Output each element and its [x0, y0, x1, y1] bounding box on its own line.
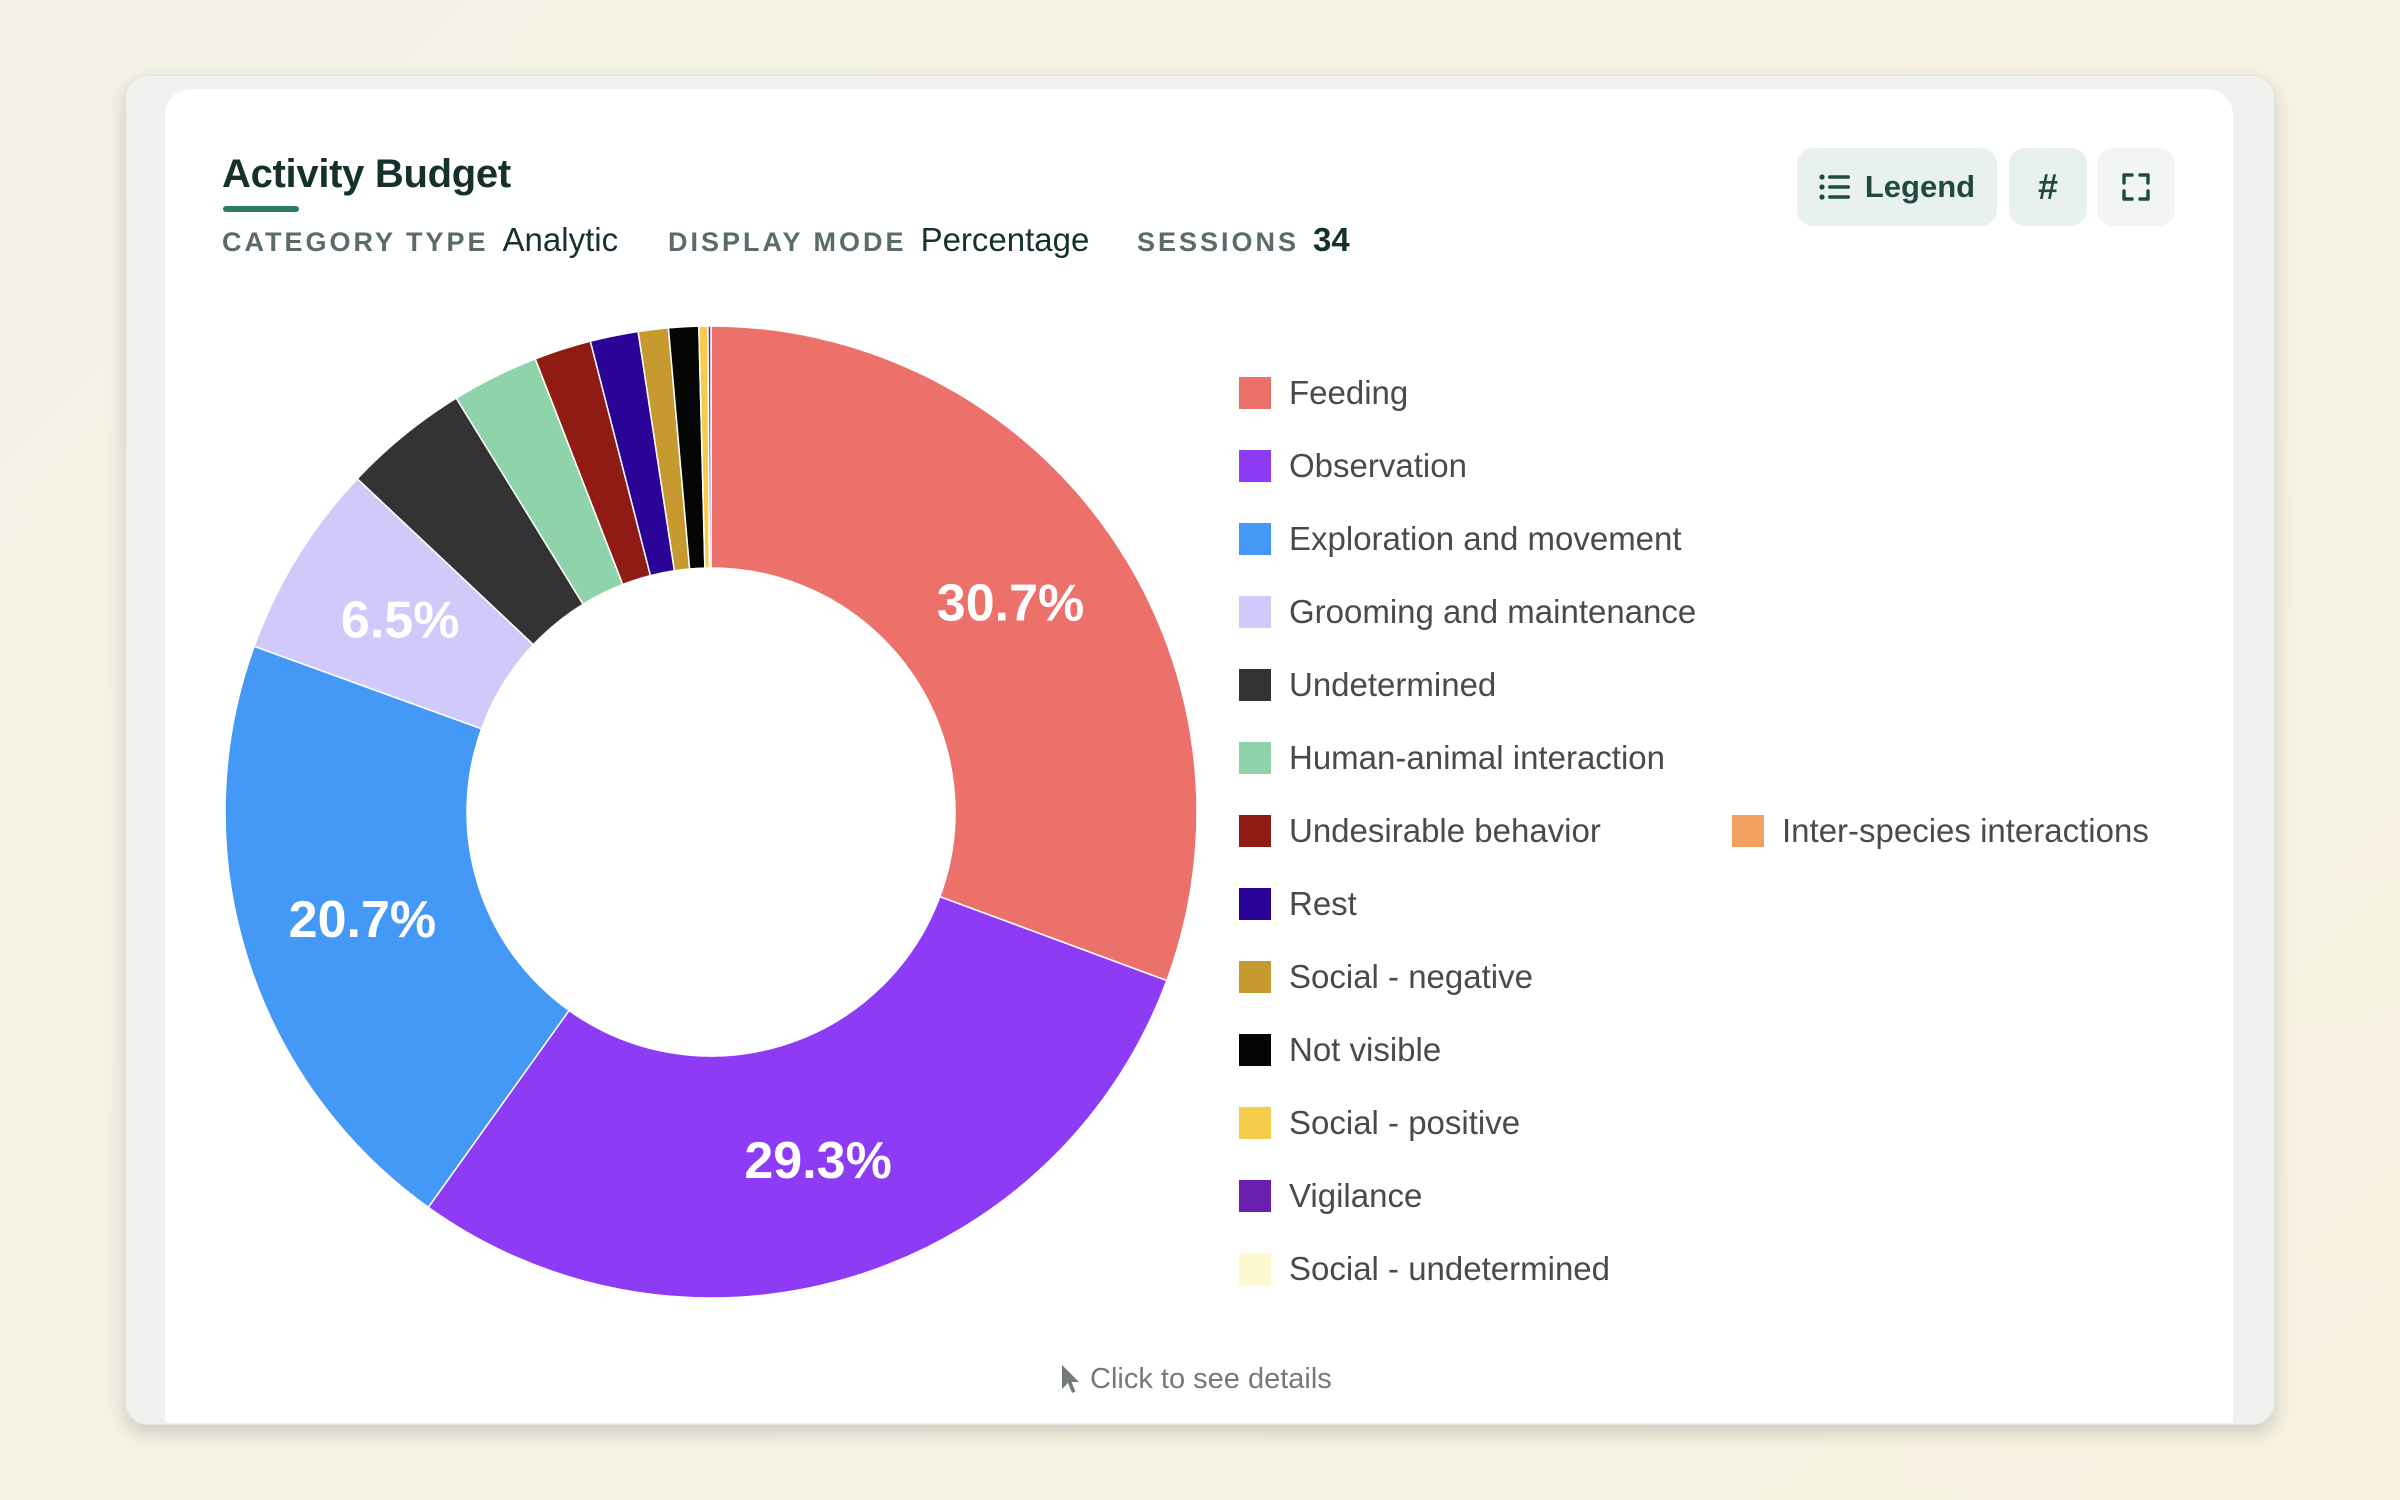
legend-swatch [1239, 450, 1271, 482]
activity-budget-card: Activity Budget CATEGORY TYPE Analytic D… [165, 89, 2233, 1423]
meta-sessions: SESSIONS 34 [1137, 221, 1350, 265]
legend-swatch [1239, 1034, 1271, 1066]
legend-label: Vigilance [1289, 1177, 1423, 1214]
legend-swatch [1239, 669, 1271, 701]
slice-label-grooming-and-maintenance: 6.5% [341, 592, 460, 650]
legend-label: Undesirable behavior [1289, 812, 1601, 849]
legend-item-social-positive[interactable]: Social - positive [1239, 1103, 1520, 1143]
legend-item-inter-species-interactions[interactable]: Inter-species interactions [1732, 811, 2149, 851]
legend-item-vigilance[interactable]: Vigilance [1239, 1176, 1422, 1216]
legend-item-observation[interactable]: Observation [1239, 446, 1467, 486]
legend-item-exploration-and-movement[interactable]: Exploration and movement [1239, 519, 1682, 559]
title-underline [223, 206, 299, 212]
legend-label: Social - positive [1289, 1104, 1521, 1141]
legend-label: Social - negative [1289, 958, 1533, 995]
legend-item-social-negative[interactable]: Social - negative [1239, 957, 1533, 997]
list-icon [1819, 174, 1850, 200]
legend-label: Exploration and movement [1289, 520, 1682, 557]
legend-swatch [1239, 377, 1271, 409]
legend-item-human-animal-interaction[interactable]: Human-animal interaction [1239, 738, 1665, 778]
legend-label: Not visible [1289, 1031, 1442, 1068]
legend-item-not-visible[interactable]: Not visible [1239, 1030, 1441, 1070]
category-type-label: CATEGORY TYPE [222, 227, 489, 257]
legend-label: Inter-species interactions [1782, 812, 2149, 849]
legend-swatch [1732, 815, 1764, 847]
legend-swatch [1239, 1253, 1271, 1285]
slice-label-exploration-and-movement: 20.7% [289, 891, 436, 949]
cursor-pointer-icon [1062, 1365, 1079, 1393]
meta-display-mode: DISPLAY MODE Percentage [668, 221, 1089, 265]
legend-button-label: Legend [1864, 169, 1976, 204]
display-mode-value: Percentage [920, 221, 1090, 258]
legend-swatch [1239, 1107, 1271, 1139]
legend-swatch [1239, 961, 1271, 993]
legend-swatch [1239, 523, 1271, 555]
legend-label: Social - undetermined [1289, 1250, 1611, 1287]
display-mode-label: DISPLAY MODE [668, 227, 907, 257]
legend-item-grooming-and-maintenance[interactable]: Grooming and maintenance [1239, 592, 1696, 632]
legend-swatch [1239, 1180, 1271, 1212]
legend-swatch [1239, 596, 1271, 628]
legend-label: Observation [1289, 447, 1467, 484]
card-title: Activity Budget [222, 152, 511, 196]
legend-item-undesirable-behavior[interactable]: Undesirable behavior [1239, 811, 1601, 851]
slice-vigilance[interactable] [707, 325, 712, 569]
sessions-label: SESSIONS [1137, 227, 1300, 257]
legend-label: Feeding [1289, 374, 1409, 411]
legend-label: Human-animal interaction [1289, 739, 1666, 776]
donut-chart[interactable]: 30.7% 29.3% 20.7% 6.5% [165, 89, 1315, 1329]
hint-text: Click to see details [1090, 1362, 1332, 1395]
legend-swatch [1239, 815, 1271, 847]
legend-toggle-button[interactable]: Legend [1797, 148, 1997, 226]
legend-label: Undetermined [1289, 666, 1497, 703]
sessions-value: 34 [1313, 221, 1350, 258]
legend-item-rest[interactable]: Rest [1239, 884, 1357, 924]
legend-label: Rest [1289, 885, 1357, 922]
legend-swatch [1239, 888, 1271, 920]
slice-observation[interactable] [427, 895, 1168, 1299]
legend-item-undetermined[interactable]: Undetermined [1239, 665, 1496, 705]
details-hint: Click to see details [1060, 1359, 1332, 1399]
hash-label: # [2037, 166, 2059, 207]
slice-feeding[interactable] [710, 325, 1198, 982]
slice-exploration-and-movement[interactable] [224, 645, 571, 1209]
category-type-value: Analytic [502, 221, 619, 258]
legend-swatch [1239, 742, 1271, 774]
counts-toggle-button[interactable]: # [2009, 148, 2087, 226]
legend-item-feeding[interactable]: Feeding [1239, 373, 1408, 413]
fullscreen-icon [2122, 173, 2150, 201]
slice-label-feeding: 30.7% [937, 574, 1084, 632]
legend-label: Grooming and maintenance [1289, 593, 1697, 630]
fullscreen-button[interactable] [2097, 148, 2175, 226]
legend-item-social-undetermined[interactable]: Social - undetermined [1239, 1249, 1610, 1289]
slice-label-observation: 29.3% [744, 1132, 891, 1190]
meta-category-type: CATEGORY TYPE Analytic [222, 221, 618, 265]
